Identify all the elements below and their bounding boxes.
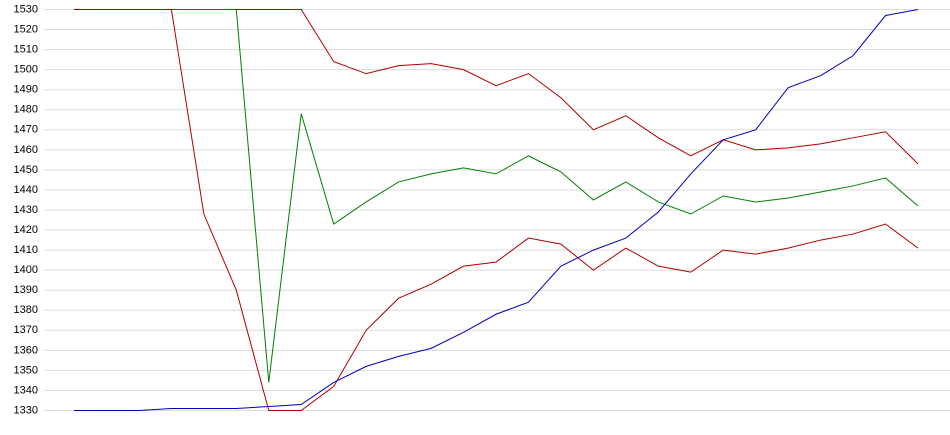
y-tick-label: 1390 <box>14 284 38 296</box>
y-tick-label: 1460 <box>14 144 38 156</box>
y-tick-label: 1510 <box>14 44 38 56</box>
series-line <box>74 9 919 411</box>
y-tick-label: 1430 <box>14 204 38 216</box>
y-tick-label: 1480 <box>14 104 38 116</box>
y-tick-label: 1420 <box>14 224 38 236</box>
y-tick-label: 1370 <box>14 324 38 336</box>
y-tick-label: 1410 <box>14 244 38 256</box>
y-tick-label: 1330 <box>14 404 38 416</box>
y-tick-label: 1440 <box>14 184 38 196</box>
y-tick-label: 1470 <box>14 124 38 136</box>
series-line <box>74 9 919 411</box>
y-tick-label: 1340 <box>14 384 38 396</box>
series-line <box>74 9 919 383</box>
y-tick-label: 1520 <box>14 23 38 35</box>
y-tick-label: 1500 <box>14 64 38 76</box>
y-tick-label: 1360 <box>14 344 38 356</box>
y-tick-label: 1490 <box>14 84 38 96</box>
y-tick-label: 1450 <box>14 164 38 176</box>
y-tick-label: 1530 <box>14 3 38 15</box>
y-tick-label: 1400 <box>14 264 38 276</box>
y-tick-label: 1350 <box>14 364 38 376</box>
y-tick-label: 1380 <box>14 304 38 316</box>
